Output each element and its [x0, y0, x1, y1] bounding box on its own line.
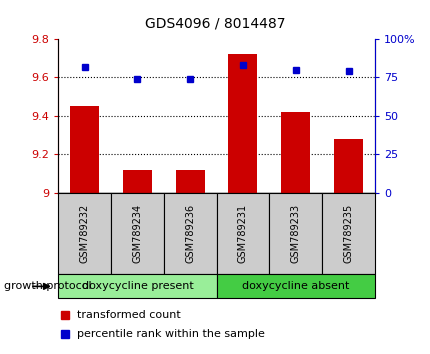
Text: GSM789233: GSM789233	[290, 204, 300, 263]
Bar	[111, 193, 163, 274]
Bar	[216, 274, 374, 298]
Bar	[123, 170, 151, 193]
Text: GSM789232: GSM789232	[80, 204, 89, 263]
Text: GSM789234: GSM789234	[132, 204, 142, 263]
Text: GSM789236: GSM789236	[185, 204, 195, 263]
Text: GSM789235: GSM789235	[343, 204, 353, 263]
Bar	[281, 112, 310, 193]
Text: GSM789231: GSM789231	[237, 204, 247, 263]
Bar	[58, 193, 111, 274]
Text: GDS4096 / 8014487: GDS4096 / 8014487	[145, 16, 285, 30]
Bar	[163, 193, 216, 274]
Text: doxycycline present: doxycycline present	[81, 281, 193, 291]
Bar	[175, 170, 204, 193]
Text: doxycycline absent: doxycycline absent	[242, 281, 349, 291]
Bar	[58, 274, 216, 298]
Bar	[228, 55, 257, 193]
Bar	[333, 139, 362, 193]
Text: transformed count: transformed count	[77, 310, 181, 320]
Bar	[269, 193, 322, 274]
Text: percentile rank within the sample: percentile rank within the sample	[77, 329, 264, 339]
Bar	[216, 193, 269, 274]
Bar	[322, 193, 374, 274]
Bar	[70, 106, 99, 193]
Text: growth protocol: growth protocol	[4, 281, 92, 291]
